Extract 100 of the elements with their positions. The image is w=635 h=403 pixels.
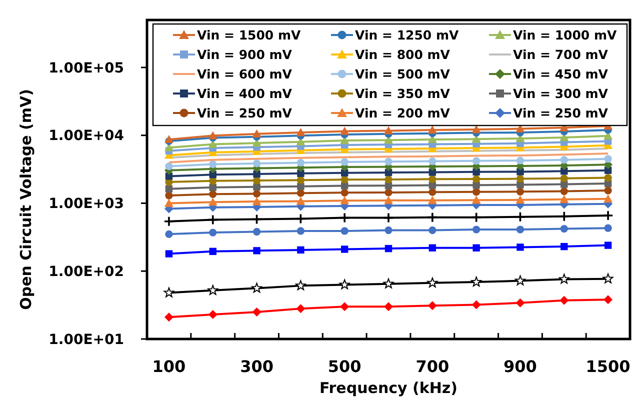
point <box>472 244 480 252</box>
x-axis-title: Frequency (kHz) <box>320 379 458 397</box>
point <box>515 275 526 286</box>
point <box>604 224 612 232</box>
point <box>516 195 525 204</box>
point <box>340 176 348 184</box>
point <box>165 162 173 170</box>
point <box>339 212 350 224</box>
point <box>164 287 174 298</box>
point <box>514 211 526 222</box>
point <box>427 212 438 223</box>
point <box>604 174 612 182</box>
point <box>560 174 568 182</box>
legend-label: Vin = 350 mV <box>355 86 450 101</box>
point <box>383 212 394 224</box>
point <box>384 158 392 166</box>
legend-label: Vin = 1250 mV <box>355 27 459 42</box>
point <box>251 214 262 225</box>
point <box>253 183 260 190</box>
point <box>252 190 261 198</box>
point <box>384 126 393 134</box>
point <box>384 176 392 184</box>
point <box>209 160 217 168</box>
point <box>209 184 216 192</box>
point <box>252 176 261 184</box>
point <box>560 194 569 203</box>
point <box>428 188 436 196</box>
point <box>427 277 438 288</box>
point <box>471 276 482 287</box>
legend-label: Vin = 300 mV <box>513 86 608 101</box>
point <box>340 227 348 235</box>
legend-label: Vin = 800 mV <box>355 46 450 62</box>
point <box>207 214 218 226</box>
point <box>604 186 612 194</box>
legend-label: Vin = 600 mV <box>197 66 292 82</box>
point <box>296 176 305 184</box>
point <box>164 312 174 322</box>
point <box>209 177 217 185</box>
point <box>340 302 350 312</box>
point <box>516 174 524 183</box>
point <box>208 198 218 206</box>
point <box>560 296 569 305</box>
point <box>209 190 217 198</box>
point <box>164 216 174 227</box>
point <box>516 156 524 164</box>
point <box>165 172 173 180</box>
point <box>340 196 350 204</box>
point <box>472 226 480 234</box>
legend-label: Vin = 500 mV <box>355 66 450 82</box>
point <box>208 284 218 295</box>
point <box>296 158 305 167</box>
point <box>340 158 348 166</box>
point <box>560 156 568 164</box>
point <box>296 189 305 197</box>
point <box>604 194 613 202</box>
point <box>252 197 262 206</box>
point <box>384 196 393 204</box>
point <box>253 170 260 178</box>
y-tick-label: 1.00E+04 <box>48 128 124 144</box>
x-tick-label: 900 <box>504 357 537 376</box>
point <box>604 295 613 304</box>
point <box>165 230 173 238</box>
point <box>472 196 481 204</box>
y-tick-label: 1.00E+05 <box>48 60 124 76</box>
point <box>428 244 436 252</box>
point <box>558 210 570 222</box>
x-tick-label: 1500 <box>586 357 630 376</box>
point <box>252 282 262 293</box>
point <box>384 188 392 196</box>
point <box>340 188 348 197</box>
point <box>297 170 304 177</box>
point <box>340 126 350 135</box>
point <box>296 196 306 205</box>
legend-label: Vin = 200 mV <box>355 105 450 120</box>
point <box>558 274 570 284</box>
point <box>383 278 394 288</box>
point <box>164 198 174 207</box>
point <box>604 155 612 163</box>
point <box>208 131 218 140</box>
point <box>384 302 393 312</box>
legend-label: Vin = 400 mV <box>197 86 292 101</box>
x-tick-label: 700 <box>416 357 450 376</box>
x-tick-label: 500 <box>328 357 362 376</box>
point <box>252 307 262 316</box>
point <box>470 212 482 223</box>
point <box>296 128 306 136</box>
point <box>296 227 305 235</box>
point <box>164 134 174 144</box>
point <box>295 213 306 224</box>
point <box>208 310 218 319</box>
point <box>209 228 217 236</box>
point <box>472 157 480 165</box>
x-tick-label: 100 <box>152 357 186 376</box>
point <box>428 175 436 184</box>
y-tick-label: 1.00E+01 <box>48 332 124 348</box>
point <box>516 244 524 251</box>
point <box>516 226 524 234</box>
point <box>472 188 480 196</box>
point <box>384 244 392 252</box>
point <box>297 182 304 190</box>
